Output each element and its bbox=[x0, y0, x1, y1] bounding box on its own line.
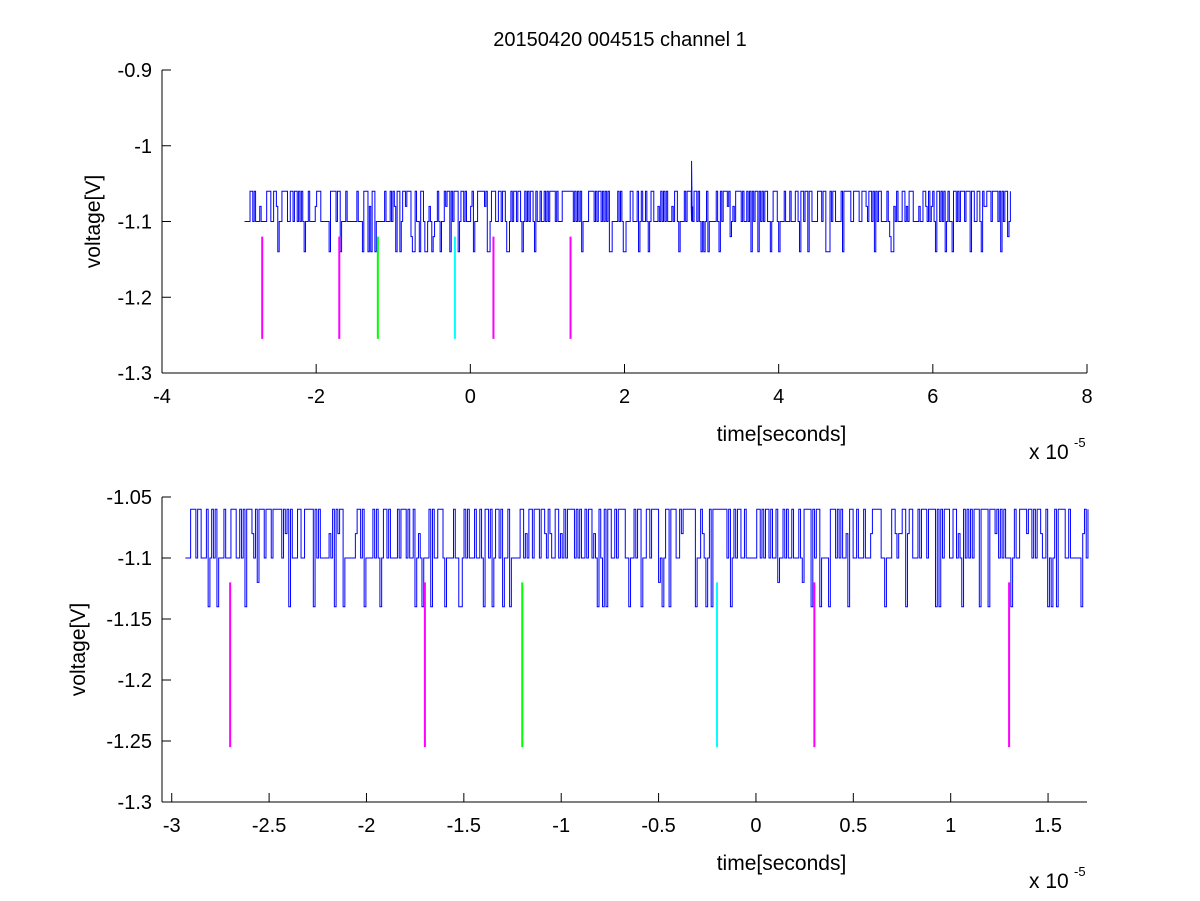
x-tick-label: 6 bbox=[927, 386, 938, 408]
x-tick-label: 0.5 bbox=[839, 815, 867, 837]
signal-trace bbox=[244, 160, 1011, 253]
x-tick-label: 1 bbox=[945, 815, 956, 837]
bottom-plot: -3 -2.5 -2 -1.5 -1 -0.5 0 0.5 1 1.5 -1.3 -1.25 -1.2 -… bbox=[67, 487, 1089, 893]
y-tick-label: -1.1 bbox=[118, 212, 152, 234]
x-tick-label: -1 bbox=[552, 815, 570, 837]
x-tick-label: -3 bbox=[163, 815, 181, 837]
x-tick-label: 1.5 bbox=[1034, 815, 1062, 837]
x-tick-label: 0 bbox=[750, 815, 761, 837]
x-tick-label: -2.5 bbox=[252, 815, 286, 837]
y-tick-label: -1.15 bbox=[106, 609, 152, 631]
top-plot: -4 -2 0 2 4 6 8 -1.3 -1.2 -1.1 -1 -0.9 time[seconds]… bbox=[82, 60, 1093, 464]
y-axis-label: voltage[V] bbox=[82, 175, 105, 268]
y-tick-label: -1.3 bbox=[118, 792, 152, 814]
x-tick-label: -2 bbox=[307, 386, 325, 408]
x-tick-label: -4 bbox=[153, 386, 171, 408]
x-tick-label: -2 bbox=[358, 815, 376, 837]
y-tick-label: -1.05 bbox=[106, 487, 152, 509]
x-tick-label: -0.5 bbox=[641, 815, 675, 837]
x-exponent-base: x 10 bbox=[1029, 870, 1069, 893]
figure-title: 20150420 004515 channel 1 bbox=[493, 29, 747, 51]
y-tick-label: -1.2 bbox=[118, 670, 152, 692]
x-exponent-power: -5 bbox=[1074, 435, 1086, 450]
y-tick-label: -1 bbox=[134, 136, 152, 158]
y-tick-label: -1.2 bbox=[118, 287, 152, 309]
x-axis-label: time[seconds] bbox=[717, 423, 847, 446]
x-tick-label: 8 bbox=[1081, 386, 1092, 408]
y-axis-label: voltage[V] bbox=[67, 603, 90, 696]
x-exponent-power: -5 bbox=[1074, 864, 1086, 879]
x-exponent-base: x 10 bbox=[1029, 441, 1069, 464]
x-tick-label: 0 bbox=[465, 386, 476, 408]
x-axis-label: time[seconds] bbox=[717, 852, 847, 875]
x-tick-label: 4 bbox=[773, 386, 784, 408]
x-tick-label: -1.5 bbox=[447, 815, 481, 837]
signal-trace bbox=[185, 508, 1089, 608]
y-tick-label: -1.25 bbox=[106, 731, 152, 753]
y-tick-label: -1.1 bbox=[118, 548, 152, 570]
x-tick-label: 2 bbox=[619, 386, 630, 408]
y-tick-label: -1.3 bbox=[118, 363, 152, 385]
y-tick-label: -0.9 bbox=[118, 60, 152, 82]
